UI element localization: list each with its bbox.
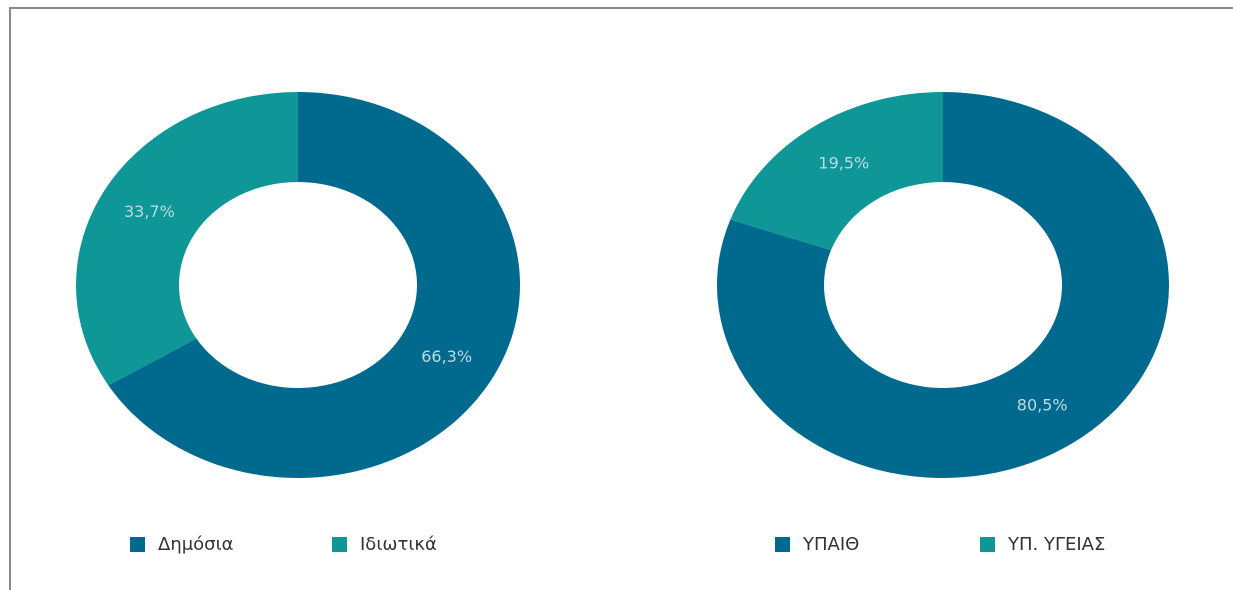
legend-label: Ιδιωτικά: [360, 534, 437, 555]
donut-segment: [76, 92, 299, 386]
legend-swatch: [130, 537, 145, 552]
value-label: 80,5%: [1017, 396, 1068, 415]
value-label: 66,3%: [421, 347, 472, 366]
value-label: 19,5%: [818, 153, 869, 172]
donut-segment: [717, 92, 1169, 479]
legend-label: ΥΠ. ΥΓΕΙΑΣ: [1007, 534, 1105, 555]
frame: [9, 7, 1233, 590]
donut-segment: [108, 92, 521, 478]
donut-segment: [730, 92, 943, 251]
value-label: 33,7%: [124, 202, 175, 221]
legend-label: Δημόσια: [158, 534, 234, 555]
legend-swatch: [980, 537, 995, 552]
legend-label: ΥΠΑΙΘ: [802, 534, 859, 555]
legend-swatch: [332, 537, 347, 552]
legend-swatch: [775, 537, 790, 552]
